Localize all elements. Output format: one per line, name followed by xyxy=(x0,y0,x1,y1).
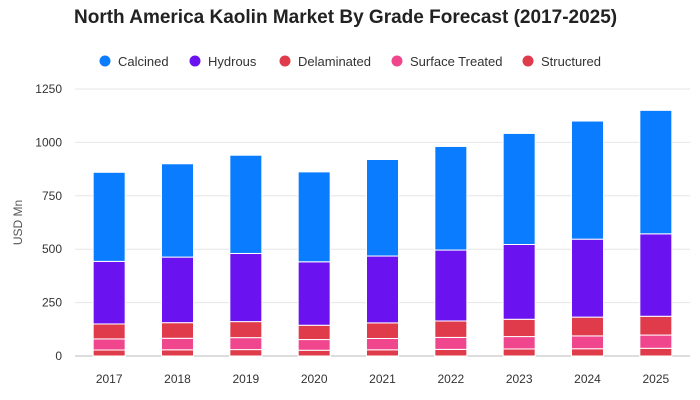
bar-segment-delaminated-2020 xyxy=(297,324,331,341)
bar-segment-delaminated-2019 xyxy=(229,321,263,339)
bar-segment-hydrous-2022 xyxy=(434,249,468,322)
x-tick-label: 2017 xyxy=(96,372,123,386)
legend-marker-surface-treated xyxy=(391,55,403,67)
bar-segment-calcined-2021 xyxy=(366,158,399,257)
legend-label-surface-treated: Surface Treated xyxy=(410,54,503,69)
bar-segment-calcined-2025 xyxy=(639,109,673,235)
y-tick-label: 500 xyxy=(42,242,62,256)
y-axis-label: USD Mn xyxy=(11,200,25,245)
bar-segment-hydrous-2018 xyxy=(161,256,194,324)
bar-segment-hydrous-2020 xyxy=(297,261,331,326)
legend-marker-calcined xyxy=(99,55,111,67)
legend-marker-delaminated xyxy=(279,55,291,67)
x-tick-label: 2023 xyxy=(506,372,533,386)
bar-segment-structured-2025 xyxy=(639,347,673,357)
bar-segment-surface-treated-2020 xyxy=(297,339,331,351)
bar-segment-delaminated-2021 xyxy=(366,322,399,339)
bar-segment-delaminated-2023 xyxy=(502,318,536,338)
bar-segment-hydrous-2024 xyxy=(571,238,604,318)
bar-segment-surface-treated-2025 xyxy=(639,334,673,349)
bar-segment-structured-2021 xyxy=(366,349,399,357)
bar-segment-structured-2023 xyxy=(502,348,536,357)
y-tick-label: 1250 xyxy=(35,82,62,96)
x-tick-label: 2018 xyxy=(164,372,191,386)
y-tick-label: 250 xyxy=(42,296,62,310)
legend-label-calcined: Calcined xyxy=(118,54,169,69)
x-tick-label: 2024 xyxy=(574,372,601,386)
bar-segment-surface-treated-2022 xyxy=(434,336,468,350)
bar-segment-surface-treated-2019 xyxy=(229,337,263,351)
legend-label-structured: Structured xyxy=(541,54,601,69)
bar-segment-calcined-2020 xyxy=(297,171,331,263)
bar-segment-calcined-2023 xyxy=(502,132,536,246)
bar-segment-surface-treated-2021 xyxy=(366,337,399,351)
bar-segment-hydrous-2023 xyxy=(502,244,536,320)
bar-segment-structured-2018 xyxy=(161,349,194,357)
bar-segment-structured-2020 xyxy=(297,349,331,357)
bar-segment-hydrous-2019 xyxy=(229,252,263,323)
x-tick-label: 2019 xyxy=(232,372,259,386)
bar-segment-delaminated-2025 xyxy=(639,315,673,336)
legend-label-hydrous: Hydrous xyxy=(208,54,257,69)
bar-segment-structured-2024 xyxy=(571,348,604,357)
bar-segment-surface-treated-2023 xyxy=(502,336,536,350)
bar-segment-delaminated-2018 xyxy=(161,322,194,339)
bar-segment-delaminated-2022 xyxy=(434,320,468,338)
bar-segment-hydrous-2021 xyxy=(366,255,399,324)
y-tick-label: 1000 xyxy=(35,135,62,149)
bar-segment-calcined-2017 xyxy=(92,171,126,262)
x-tick-label: 2021 xyxy=(369,372,396,386)
bar-segment-structured-2022 xyxy=(434,348,468,357)
bar-segment-calcined-2024 xyxy=(571,120,604,240)
legend-label-delaminated: Delaminated xyxy=(298,54,371,69)
bar-segment-delaminated-2024 xyxy=(571,316,604,337)
legend-marker-structured xyxy=(522,55,534,67)
x-tick-label: 2020 xyxy=(301,372,328,386)
legend-marker-hydrous xyxy=(189,55,201,67)
bar-segment-calcined-2018 xyxy=(161,163,194,258)
bar-segment-hydrous-2025 xyxy=(639,233,673,317)
bar-segment-structured-2019 xyxy=(229,349,263,357)
bar-segment-calcined-2019 xyxy=(229,154,263,254)
bar-segment-delaminated-2017 xyxy=(92,323,126,340)
bar-segment-structured-2017 xyxy=(92,349,126,357)
bar-segment-hydrous-2017 xyxy=(92,260,126,325)
bar-segment-surface-treated-2017 xyxy=(92,338,126,351)
x-tick-label: 2022 xyxy=(437,372,464,386)
y-tick-label: 750 xyxy=(42,189,62,203)
chart-title: North America Kaolin Market By Grade For… xyxy=(74,7,618,28)
bar-segment-surface-treated-2024 xyxy=(571,335,604,350)
bar-segment-calcined-2022 xyxy=(434,145,468,251)
y-tick-label: 0 xyxy=(55,349,62,363)
bar-segment-surface-treated-2018 xyxy=(161,337,194,351)
x-tick-label: 2025 xyxy=(642,372,669,386)
